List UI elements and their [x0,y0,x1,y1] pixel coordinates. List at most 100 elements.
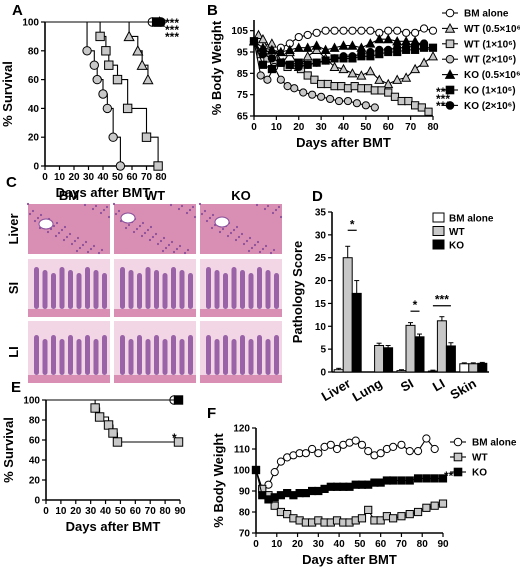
data-point [438,499,448,508]
bar [459,363,470,373]
significance-mark: *** [436,92,450,106]
data-point [330,26,339,35]
nucleus [31,209,35,213]
nucleus [271,211,275,215]
villus [34,267,39,309]
nucleus [102,208,106,212]
villus [59,267,65,309]
data-point [383,78,394,89]
nucleus [138,224,142,228]
data-point [330,54,339,63]
data-point [383,33,394,44]
y-tick-label: 65 [237,112,249,123]
data-point [417,103,426,112]
nucleus [143,231,147,235]
y-tick-label: 30 [315,230,327,241]
nucleus [89,247,93,251]
data-point [393,26,402,35]
nucleus [277,205,281,209]
y-tick-label: 20 [315,276,327,287]
data-point [397,440,406,449]
x-tick-label: 50 [354,539,366,550]
nucleus [263,207,267,211]
data-point [366,26,375,35]
x-tick-label: 10 [271,122,283,133]
villus [179,339,185,375]
villus [85,335,90,375]
x-tick-label: 40 [100,506,112,517]
data-point [419,24,429,33]
data-point [357,440,367,449]
nucleus [186,248,190,252]
y-tick-label: 20 [28,133,40,144]
villus [120,267,125,309]
data-point [405,476,414,485]
legend-label: KO (0.5×10⁶) [464,70,520,81]
significance-mark: *** [165,16,179,30]
data-point [321,26,330,35]
nucleus [151,235,155,239]
data-point [404,96,413,106]
data-point [422,503,431,512]
y-tick-label: 60 [28,75,40,86]
villus [206,335,211,375]
bar [383,347,394,373]
legend-marker [444,22,456,33]
x-axis-label: Days after BMT [302,552,397,567]
data-point [258,491,267,500]
data-point [430,474,439,483]
muscle-layer [28,309,110,317]
x-tick-label: 30 [316,122,328,133]
data-point [173,395,184,405]
data-point [338,40,349,50]
nucleus [218,230,222,234]
nucleus [242,242,246,246]
legend-swatch [432,226,445,236]
legend-swatch [432,239,445,250]
villus [240,335,245,375]
y-tick-label: 40 [29,456,41,467]
nucleus [237,235,241,239]
nucleus [54,234,58,238]
bar [427,370,438,373]
chart-b [250,20,434,120]
data-point [364,505,373,514]
nucleus [141,221,145,225]
villus [248,339,254,375]
nucleus [159,239,163,243]
x-tick-label: 60 [375,539,387,550]
legend-marker [444,69,456,79]
data-point [384,45,393,54]
data-point [153,161,163,171]
nucleus [248,236,252,240]
nucleus [36,216,40,220]
x-tick-label: 50 [112,172,124,183]
histology-column-label: WT [145,188,165,203]
data-point [290,84,299,93]
panel-label-b: B [207,2,218,19]
x-tick-label: 60 [130,506,142,517]
nucleus [99,211,103,215]
histology-image [28,204,110,254]
data-point [411,101,420,110]
significance-mark: * [172,431,177,445]
nucleus [62,238,66,242]
data-point [356,70,367,80]
data-point [337,82,346,91]
nucleus [91,207,95,211]
significance-mark: *** [165,30,179,44]
data-point [267,64,276,74]
nucleus [28,212,32,216]
villus [171,267,176,309]
nucleus [208,216,212,220]
data-point [370,103,379,112]
data-point [332,444,342,454]
data-point [424,107,433,116]
x-tick-label: 30 [83,172,95,183]
legend-label: WT [449,227,465,238]
nucleus [269,251,273,255]
y-tick-label: 40 [28,104,40,115]
legend-marker [445,8,455,18]
data-point [112,74,123,85]
